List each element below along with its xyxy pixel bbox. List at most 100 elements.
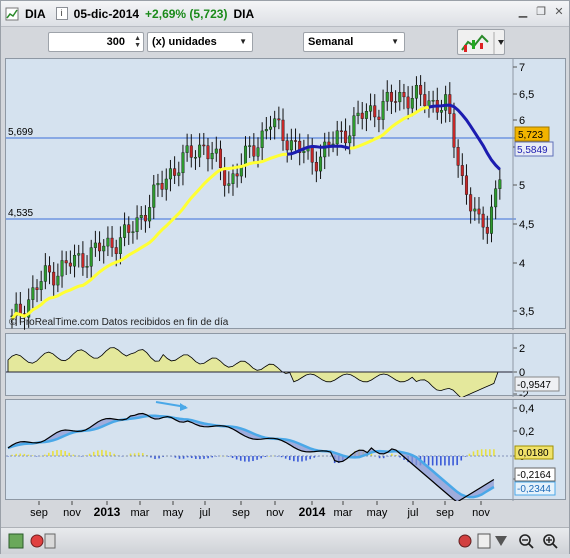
time-axis: sep nov 2013 mar may jul sep nov 2014 mar may jul se… [30, 501, 490, 519]
candle-body [168, 168, 172, 180]
bottom-tool-icons[interactable] [8, 533, 507, 549]
time-axis-label: may [367, 507, 388, 519]
candle-body [227, 183, 231, 186]
quantity-stepper[interactable]: 300 ▲ ▼ [48, 32, 144, 52]
oscillator-1-area [7, 347, 499, 399]
moving-average-short [10, 105, 430, 321]
histogram-bar [56, 450, 58, 456]
histogram-bar [68, 452, 71, 456]
candle-body [402, 92, 406, 98]
candle-body [431, 100, 435, 102]
candle-body [281, 119, 285, 141]
candle-body [164, 178, 168, 190]
candle-body [160, 183, 164, 190]
oscillator-panel-1[interactable]: 2 0 -2 -0,9547 [5, 333, 566, 401]
histogram-bar [154, 456, 156, 459]
period-value: Semanal [308, 36, 354, 48]
candle-body [43, 265, 47, 282]
candle-body [235, 173, 239, 177]
candle-body [473, 208, 477, 212]
close-icon[interactable]: ✕ [554, 6, 564, 18]
candle-body [481, 213, 485, 228]
zoom-out-icon[interactable] [519, 534, 534, 549]
candle-body [98, 242, 102, 252]
candle-body [364, 111, 368, 119]
oscillator-1-axis-tick: 2 [519, 343, 525, 355]
candle-body [127, 224, 131, 233]
histogram-bar [468, 453, 471, 456]
oscillator-panel-2[interactable]: 0,40,20-0,2 0,0180 -0,2164 -0,2344 [5, 399, 566, 503]
histogram-bar [264, 456, 267, 457]
spinner-icon[interactable]: ▲ ▼ [134, 35, 141, 49]
price-panel[interactable]: 5,699 4,535 76,565,554,543,5 5,723 5,584… [5, 58, 566, 330]
histogram-bar [31, 455, 34, 456]
candle-body [243, 145, 247, 167]
signal-value: -0,2344 [517, 484, 551, 495]
info-icon[interactable]: i [55, 7, 68, 20]
candle-body [381, 101, 385, 120]
histogram-bar [293, 456, 295, 462]
candle-body [285, 140, 289, 151]
candle-body [60, 260, 64, 277]
candle-body [369, 105, 373, 112]
period-select[interactable]: Semanal ▼ [303, 32, 405, 52]
time-axis-label: sep [436, 507, 454, 519]
histogram-bar [182, 456, 185, 459]
candle-body [35, 287, 39, 290]
price-chart: 5,699 4,535 76,565,554,543,5 5,723 5,584… [6, 59, 554, 330]
histogram-bar [309, 456, 311, 460]
candle-body [173, 168, 177, 176]
time-axis-label: 2014 [299, 505, 326, 519]
zoom-in-icon[interactable] [543, 534, 558, 549]
histogram-bar [101, 449, 103, 456]
price-axis-tick: 5 [519, 180, 525, 192]
candle-body [477, 208, 481, 215]
macd-value: -0,2164 [517, 470, 551, 481]
units-select[interactable]: (x) unidades ▼ [147, 32, 253, 52]
histogram-bar [252, 456, 254, 462]
histogram-bar [150, 456, 152, 458]
restore-icon[interactable]: ❐ [536, 6, 546, 18]
candle-body [31, 287, 35, 300]
ma-value: 5,5849 [517, 145, 548, 156]
histogram-bar [23, 453, 26, 456]
histogram-bar [97, 450, 99, 456]
candle-body [139, 215, 143, 218]
time-axis-label: nov [472, 507, 490, 519]
histogram-bar [280, 456, 283, 458]
candle-body [48, 265, 52, 273]
histogram-bar [370, 451, 373, 456]
window-icon[interactable] [5, 7, 19, 21]
bottom-toolbar [1, 527, 569, 554]
candle-body [289, 140, 293, 151]
candle-body [231, 173, 235, 184]
price-axis-tick: 7 [519, 62, 525, 74]
histogram-bar [219, 455, 222, 457]
price-axis-tick: 6 [519, 115, 525, 127]
minimize-icon[interactable]: ▁ [518, 6, 528, 18]
candle-body [248, 145, 252, 147]
candle-body [464, 175, 468, 195]
candle-body [298, 140, 302, 153]
titlebar: DIA i 05-dic-2014 +2,69% (5,723) DIA ▁ ❐… [1, 1, 569, 27]
candle-body [252, 145, 256, 157]
candle-body [135, 217, 139, 232]
resistance-label: 5,699 [8, 127, 33, 138]
time-axis-label: nov [266, 507, 284, 519]
candle-body [264, 129, 268, 132]
oscillator-2-chart: 0,40,20-0,2 0,0180 -0,2164 -0,2344 [6, 400, 556, 503]
histogram-bar [27, 454, 30, 456]
candle-body [485, 226, 489, 234]
chart-style-icon[interactable] [457, 29, 505, 55]
candle-body [143, 215, 147, 222]
toolbar: 300 ▲ ▼ (x) unidades ▼ Semanal ▼ [1, 27, 569, 79]
histogram-bar [444, 456, 446, 466]
candle-body [360, 112, 364, 119]
trend-arrow-head [180, 403, 188, 411]
candle-body [423, 94, 427, 107]
candle-body [456, 147, 460, 166]
histogram-bar [211, 456, 213, 458]
chevron-down-icon: ▼ [391, 37, 399, 46]
histogram-bar [440, 456, 442, 466]
histogram-bar [52, 451, 54, 456]
